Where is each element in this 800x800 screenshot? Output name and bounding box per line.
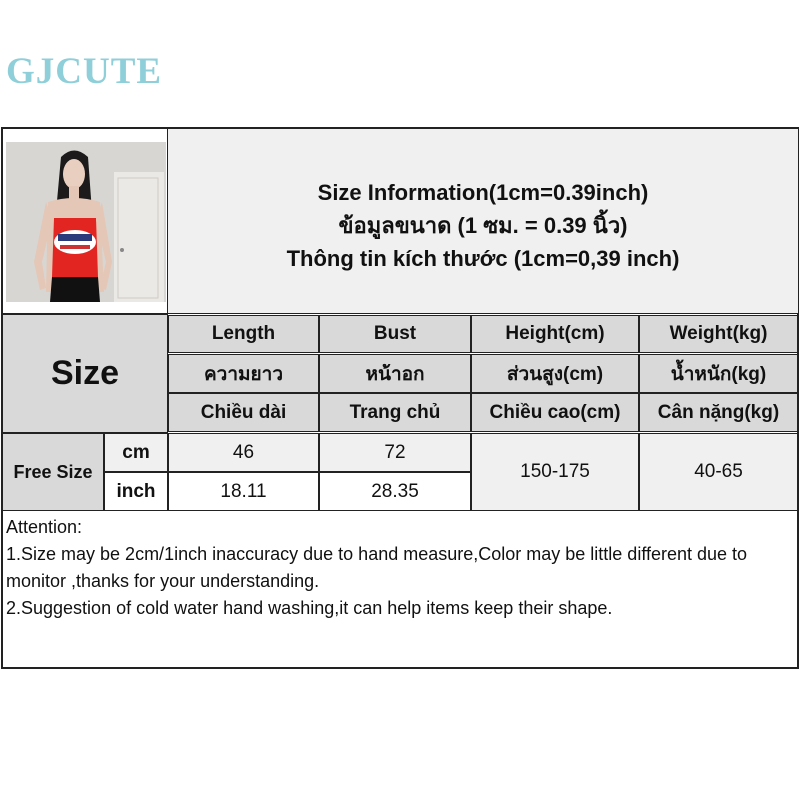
attention-title: Attention: — [6, 517, 83, 537]
col-height-vi: Chiều cao(cm) — [471, 393, 639, 432]
unit-cm: cm — [104, 433, 168, 472]
attention-item: 1.Size may be 2cm/1inch inaccuracy due t… — [6, 544, 748, 591]
bust-cm: 72 — [319, 433, 471, 472]
col-bust-th: หน้าอก — [319, 354, 471, 393]
height-range: 150-175 — [471, 433, 639, 511]
header-line-vi: Thông tin kích thước (1cm=0,39 inch) — [286, 245, 680, 271]
attention-item: 2.Suggestion of cold water hand washing,… — [6, 598, 613, 618]
col-length-th: ความยาว — [168, 354, 319, 393]
col-weight-en: Weight(kg) — [639, 315, 798, 353]
free-size-label: Free Size — [2, 433, 104, 511]
col-bust-vi: Trang chủ — [319, 393, 471, 432]
bust-inch: 28.35 — [319, 472, 471, 511]
header-line-th: ข้อมูลขนาด (1 ซม. = 0.39 นิ้ว) — [338, 212, 628, 238]
header-line-en: Size Information(1cm=0.39inch) — [317, 179, 649, 205]
col-length-en: Length — [168, 315, 319, 353]
col-length-vi: Chiều dài — [168, 393, 319, 432]
size-label: Size — [2, 314, 168, 433]
product-photo — [6, 142, 166, 302]
brand-logo: GJCUTE — [6, 51, 163, 92]
attention-notes: Attention: 1.Size may be 2cm/1inch inacc… — [2, 511, 798, 668]
length-inch: 18.11 — [168, 472, 319, 511]
length-cm: 46 — [168, 433, 319, 472]
weight-range: 40-65 — [639, 433, 798, 511]
col-height-en: Height(cm) — [471, 315, 639, 353]
col-weight-th: น้ำหนัก(kg) — [639, 354, 798, 393]
unit-inch: inch — [104, 472, 168, 511]
product-photo-cell — [2, 128, 168, 314]
col-bust-en: Bust — [319, 315, 471, 353]
col-height-th: ส่วนสูง(cm) — [471, 354, 639, 393]
col-weight-vi: Cân nặng(kg) — [639, 393, 798, 432]
size-info-header: Size Information(1cm=0.39inch) ข้อมูลขนา… — [167, 128, 799, 314]
